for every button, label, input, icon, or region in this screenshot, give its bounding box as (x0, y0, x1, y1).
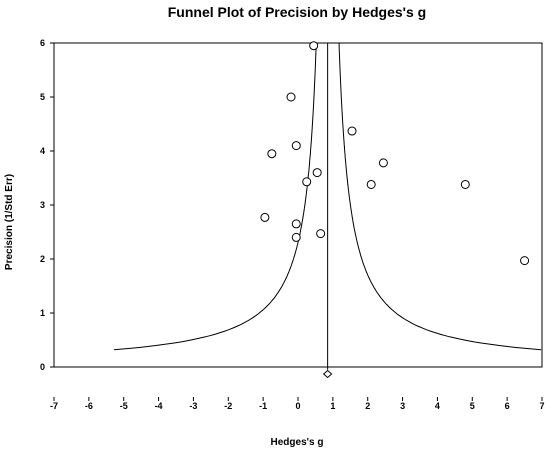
study-point (291, 219, 301, 229)
x-tick-label: 0 (295, 401, 300, 411)
study-point (309, 41, 319, 51)
y-tick-label: 0 (40, 362, 45, 372)
x-tick-label: 2 (365, 401, 370, 411)
study-point (460, 179, 470, 189)
study-point (316, 229, 326, 239)
study-point (366, 179, 376, 189)
plot-frame (53, 42, 543, 368)
y-tick-label: 3 (40, 200, 45, 210)
y-axis-ticks: 0 1 2 3 4 5 6 (40, 38, 54, 372)
study-point (286, 92, 296, 102)
study-point (302, 177, 312, 187)
x-tick-label: 4 (435, 401, 440, 411)
study-point (267, 149, 277, 159)
y-tick-label: 4 (40, 146, 45, 156)
funnel-left-line (114, 43, 317, 351)
y-tick-label: 5 (40, 92, 45, 102)
study-point (291, 141, 301, 151)
study-point (520, 256, 530, 266)
x-tick-label: -7 (50, 401, 58, 411)
study-point (378, 158, 388, 168)
x-tick-label: -1 (259, 401, 267, 411)
chart-title: Funnel Plot of Precision by Hedges's g (168, 4, 426, 20)
study-point (260, 212, 270, 222)
x-tick-label: -6 (85, 401, 93, 411)
study-point (291, 232, 301, 242)
x-axis-label: Hedges's g (271, 437, 324, 448)
x-tick-label: 3 (400, 401, 405, 411)
combined-effect-diamond (322, 369, 333, 379)
x-tick-label: -5 (120, 401, 128, 411)
x-tick-label: 6 (505, 401, 510, 411)
x-tick-label: -3 (189, 401, 197, 411)
study-point (347, 126, 357, 136)
x-tick-label: 7 (539, 401, 544, 411)
study-point (312, 168, 322, 178)
x-tick-label: 1 (330, 401, 335, 411)
x-tick-label: 5 (470, 401, 475, 411)
funnel-right-line (338, 42, 542, 351)
y-tick-label: 2 (40, 254, 45, 264)
x-tick-label: -2 (224, 401, 232, 411)
y-axis-label: Precision (1/Std Err) (4, 174, 15, 270)
y-tick-label: 6 (40, 38, 45, 48)
y-tick-label: 1 (40, 308, 45, 318)
study-points (260, 41, 530, 266)
x-tick-label: -4 (155, 401, 163, 411)
x-axis-ticks: -7 -6 -5 -4 -3 -2 -1 0 1 2 3 4 5 6 7 (50, 397, 545, 411)
